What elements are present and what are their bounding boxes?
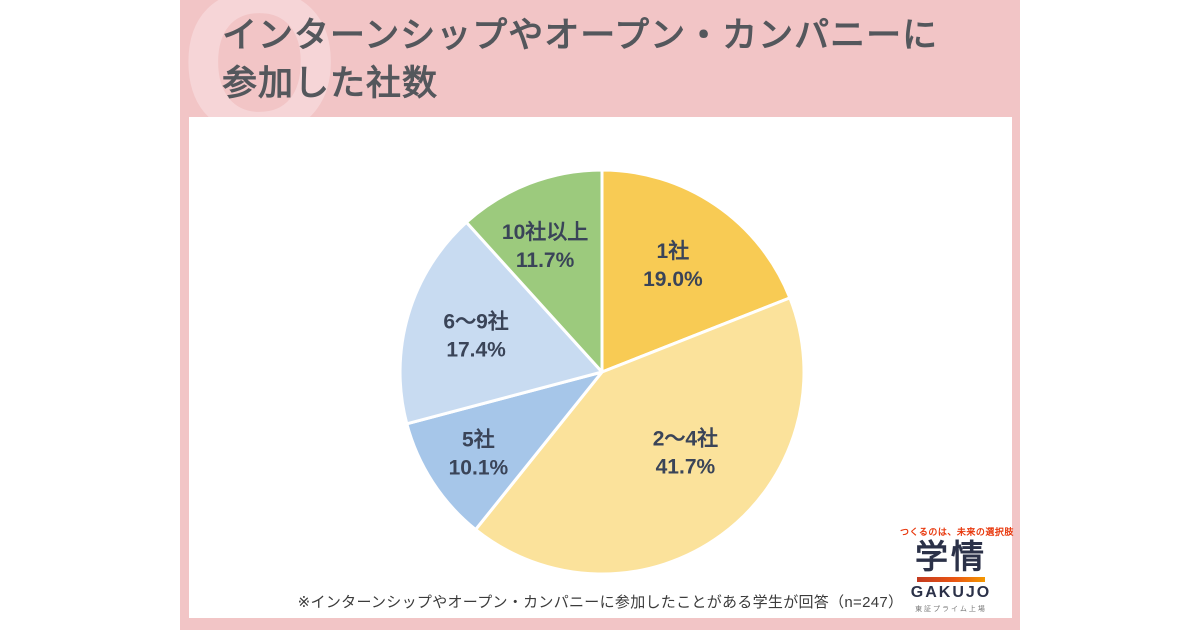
- logo-name-japanese: 学情: [915, 538, 987, 576]
- logo-tagline: つくるのは、未来の選択肢: [900, 527, 1014, 538]
- page-title-line1: インターンシップやオープン・カンパニーに: [222, 16, 939, 55]
- pie-slice-label: 1社 19.0%: [643, 239, 703, 291]
- pie-slice-label: 5社 10.1%: [449, 427, 509, 479]
- pie-chart: 1社 19.0% 2〜4社 41.7% 5社 10.1% 6〜9社 17.4% 10社以上 11.…: [398, 168, 806, 576]
- gakujo-logo: つくるのは、未来の選択肢 学情 GAKUJO 東証プライム上場: [900, 521, 1014, 614]
- pie-slice-label: 6〜9社 17.4%: [443, 310, 508, 362]
- pie-slice: [398, 220, 604, 426]
- chart-card: 1社 19.0% 2〜4社 41.7% 5社 10.1% 6〜9社 17.4% 10社以上 11.…: [189, 117, 1014, 618]
- page-title-line2: 参加した社数: [222, 64, 439, 103]
- pie-slice-label: 2〜4社 41.7%: [653, 426, 718, 478]
- survey-note: ※インターンシップやオープン・カンパニーに参加したことがある学生が回答（n=24…: [297, 594, 904, 611]
- logo-name-english: GAKUJO: [910, 584, 992, 601]
- logo-gradient-bar-icon: [917, 577, 985, 582]
- pie-slice-label: 10社以上 11.7%: [502, 220, 588, 272]
- pink-panel: Q インターンシップやオープン・カンパニーに 参加した社数 1社 19.0% 2〜4…: [180, 0, 1020, 630]
- pie-slice: [464, 168, 604, 374]
- page-title: インターンシップやオープン・カンパニーに 参加した社数: [222, 12, 938, 108]
- pie-slice: [600, 168, 792, 374]
- pie-slice: [474, 296, 806, 576]
- logo-listing-label: 東証プライム上場: [915, 606, 987, 613]
